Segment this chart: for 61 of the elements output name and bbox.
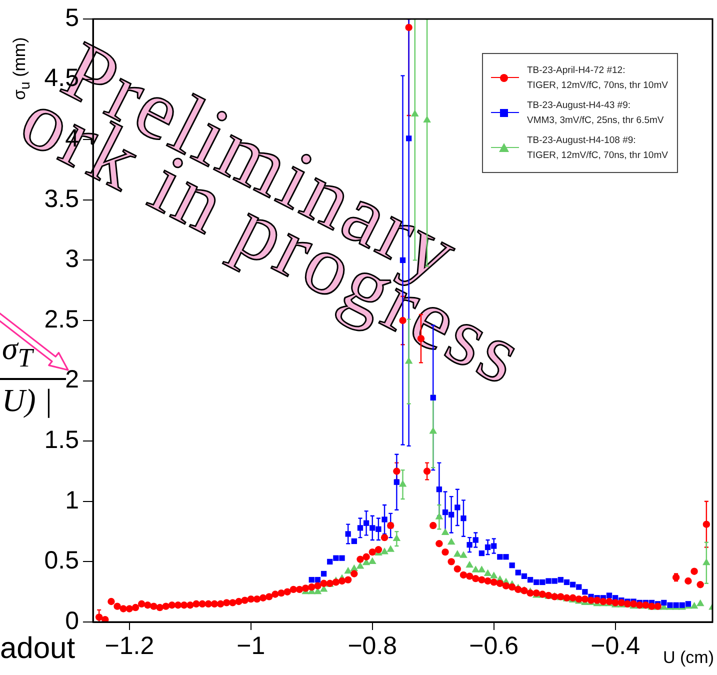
y-tick-label: 1	[65, 486, 79, 514]
point	[430, 394, 436, 401]
y-tick-label: 0.5	[44, 546, 79, 575]
y-tick-label: 0	[65, 606, 79, 635]
point	[558, 576, 564, 583]
y-tick-label: 2.5	[44, 305, 79, 334]
text: adout	[0, 632, 76, 666]
legend-label: TB-23-August-H4-43 #9: VMM3, 3mV/fC, 25ns, thr 6.5mV	[527, 99, 664, 128]
x-axis-title: U (cm)	[663, 648, 714, 668]
point	[515, 570, 521, 576]
x-tick-label: −1.2	[104, 632, 154, 660]
point	[466, 542, 472, 548]
y-tick-label: 5	[65, 4, 79, 32]
point	[327, 558, 333, 565]
point	[484, 544, 491, 550]
point	[606, 592, 612, 598]
point	[527, 576, 534, 583]
point	[521, 573, 528, 579]
point	[351, 538, 357, 544]
x-tick-label: −0.6	[469, 632, 519, 660]
point	[497, 554, 503, 560]
legend-label: TB-23-August-H4-108 #9: TIGER, 12mV/fC, 70ns, thr 10mV	[527, 134, 668, 163]
point	[534, 579, 540, 586]
point	[394, 479, 400, 485]
point	[376, 526, 382, 532]
point	[370, 525, 376, 531]
point	[333, 555, 339, 561]
point	[509, 562, 515, 568]
point	[478, 550, 485, 556]
text: σ$_{T}$	[2, 330, 33, 374]
point	[314, 576, 321, 583]
point	[491, 543, 497, 549]
y-tick-label: 2	[65, 366, 79, 394]
y-tick-label: 1.5	[44, 426, 79, 454]
point	[448, 512, 454, 518]
text: U) |	[2, 382, 53, 419]
point	[308, 576, 314, 583]
point	[460, 515, 466, 522]
point	[503, 554, 509, 560]
point	[564, 579, 570, 586]
point	[540, 579, 546, 586]
x-tick-label: −0.4	[590, 632, 640, 660]
point	[472, 537, 478, 543]
point	[320, 570, 327, 577]
x-tick-label: −1	[236, 632, 266, 660]
point	[442, 509, 448, 516]
legend-label: TB-23-April-H4-72 #12: TIGER, 12mV/fC, 70ns, thr 10mV	[527, 64, 668, 93]
point	[345, 531, 351, 537]
point	[546, 578, 552, 584]
x-tick-label: −0.8	[348, 632, 398, 660]
point	[552, 578, 558, 584]
point	[382, 516, 388, 522]
point	[454, 504, 460, 510]
point	[570, 582, 576, 588]
point	[363, 520, 370, 526]
point	[661, 600, 667, 606]
point	[436, 486, 442, 492]
point	[582, 589, 588, 595]
point	[576, 584, 582, 590]
point	[357, 525, 364, 531]
point	[339, 555, 345, 561]
